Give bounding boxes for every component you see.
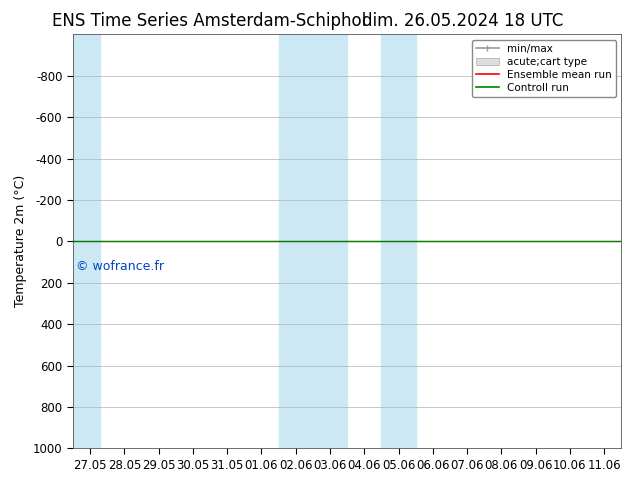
Text: © wofrance.fr: © wofrance.fr	[75, 260, 164, 273]
Y-axis label: Temperature 2m (°C): Temperature 2m (°C)	[15, 175, 27, 307]
Legend: min/max, acute;cart type, Ensemble mean run, Controll run: min/max, acute;cart type, Ensemble mean …	[472, 40, 616, 97]
Bar	[73, 34, 100, 448]
Text: dim. 26.05.2024 18 UTC: dim. 26.05.2024 18 UTC	[362, 12, 564, 30]
Bar	[382, 34, 416, 448]
Bar	[278, 34, 347, 448]
Text: ENS Time Series Amsterdam-Schiphol: ENS Time Series Amsterdam-Schiphol	[52, 12, 366, 30]
